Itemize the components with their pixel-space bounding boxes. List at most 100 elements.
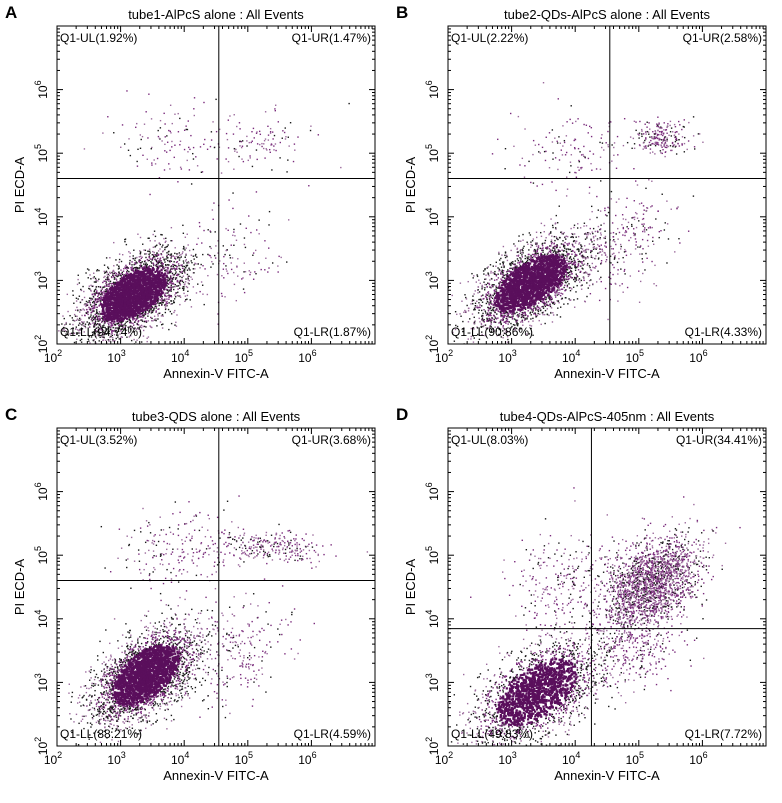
event-dot <box>96 318 98 321</box>
event-dot <box>105 270 108 273</box>
event-dot <box>146 265 148 267</box>
event-dot <box>445 284 446 285</box>
event-dot <box>184 295 187 297</box>
event-dot <box>66 293 69 296</box>
event-dot <box>41 331 42 332</box>
event-dot <box>90 336 93 338</box>
event-dot <box>141 320 144 322</box>
event-dot <box>509 271 511 273</box>
event-dot <box>146 275 149 278</box>
event-dot <box>575 236 577 238</box>
event-dot <box>523 269 526 272</box>
event-dot <box>503 329 506 331</box>
event-dot <box>505 254 508 257</box>
event-dot <box>496 313 498 315</box>
event-dot <box>120 316 123 319</box>
event-dot <box>177 291 179 294</box>
event-dot <box>144 299 147 302</box>
event-dot <box>100 327 103 330</box>
event-dot <box>162 273 166 276</box>
event-dot <box>113 283 116 286</box>
event-dot <box>256 158 258 161</box>
event-dot <box>560 306 562 308</box>
event-dot <box>84 326 87 329</box>
event-dot <box>73 313 76 316</box>
event-dot <box>145 266 148 268</box>
event-dot <box>124 326 126 328</box>
event-dot <box>98 332 101 335</box>
event-dot <box>87 354 88 355</box>
event-dot <box>127 267 129 269</box>
event-dot <box>161 314 164 316</box>
event-dot <box>190 134 192 137</box>
event-dot <box>176 314 178 316</box>
event-dot <box>154 287 158 290</box>
event-dot <box>76 315 78 318</box>
event-dot <box>152 293 155 296</box>
event-dot <box>110 306 114 310</box>
event-dot <box>93 281 96 283</box>
event-dot <box>140 312 142 315</box>
event-dot <box>145 286 148 289</box>
event-dot <box>126 311 129 314</box>
event-dot <box>549 232 552 234</box>
population-late-apoptotic <box>192 102 350 187</box>
event-dot <box>187 244 189 246</box>
event-dot <box>124 291 127 294</box>
event-dot <box>90 318 93 321</box>
event-dot <box>144 265 146 267</box>
event-dot <box>162 315 164 317</box>
event-dot <box>106 315 109 318</box>
event-dot <box>118 284 122 287</box>
chart-title: tube2-QDs-AlPcS alone : All Events <box>504 7 710 22</box>
event-dot <box>58 330 60 332</box>
event-dot <box>136 323 139 326</box>
event-dot <box>129 304 132 307</box>
event-dot <box>153 307 155 310</box>
event-dot <box>554 249 556 251</box>
event-dot <box>533 265 536 268</box>
event-dot <box>105 285 108 287</box>
event-dot <box>161 262 163 264</box>
event-dot <box>150 308 153 310</box>
event-dot <box>200 263 202 266</box>
event-dot <box>242 288 245 290</box>
event-dot <box>128 301 131 304</box>
event-dot <box>142 300 146 303</box>
event-dot <box>188 279 191 282</box>
event-dot <box>85 312 88 314</box>
x-tick-exponent: 3 <box>121 348 126 358</box>
event-dot <box>146 298 149 302</box>
event-dot <box>195 156 197 158</box>
event-dot <box>502 261 505 263</box>
event-dot <box>168 250 170 253</box>
event-dot <box>161 303 163 306</box>
event-dot <box>119 278 122 280</box>
event-dot <box>116 290 119 294</box>
event-dot <box>170 286 172 288</box>
event-dot <box>95 279 97 281</box>
event-dot <box>167 276 169 278</box>
event-dot <box>160 323 163 326</box>
event-dot <box>283 131 286 134</box>
event-dot <box>103 290 105 293</box>
event-dot <box>95 327 98 329</box>
event-dot <box>159 312 161 314</box>
event-dot <box>153 307 155 309</box>
event-dot <box>279 157 281 159</box>
event-dot <box>154 318 156 321</box>
event-dot <box>174 292 177 294</box>
event-dot <box>172 276 175 279</box>
event-dot <box>236 151 238 153</box>
event-dot <box>128 286 131 289</box>
event-dot <box>227 119 230 121</box>
event-dot <box>492 329 495 331</box>
event-dot <box>141 319 143 321</box>
event-dot <box>149 325 151 327</box>
event-dot <box>142 154 144 156</box>
event-dot <box>485 274 487 276</box>
event-dot <box>113 278 116 280</box>
event-dot <box>184 283 186 285</box>
event-dot <box>483 273 485 275</box>
event-dot <box>187 290 189 292</box>
